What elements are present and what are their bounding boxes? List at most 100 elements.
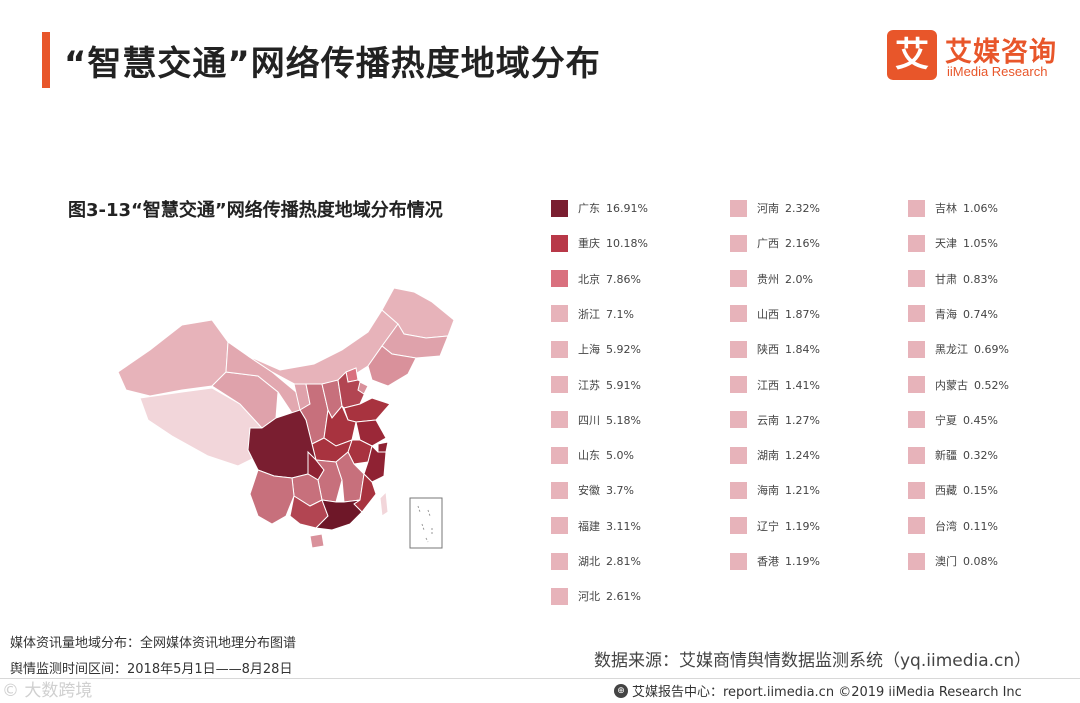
legend-label: 青海 0.74% (935, 306, 998, 322)
legend-item: 黑龙江 0.69% (908, 340, 1009, 358)
legend-label: 陕西 1.84% (757, 341, 820, 357)
legend-region-value: 0.52% (974, 378, 1009, 392)
legend-region-name: 天津 (935, 237, 957, 251)
legend-item: 陕西 1.84% (730, 340, 820, 358)
legend-region-name: 福建 (578, 519, 600, 533)
legend-item: 台湾 0.11% (908, 517, 998, 535)
legend-item: 内蒙古 0.52% (908, 376, 1009, 394)
legend-region-value: 1.19% (785, 519, 820, 533)
legend-region-name: 陕西 (757, 343, 779, 357)
legend-item: 上海 5.92% (551, 340, 641, 358)
legend-label: 重庆 10.18% (578, 235, 648, 251)
south-china-sea-islands (417, 505, 433, 543)
brand-name-cn: 艾媒咨询 (945, 37, 1057, 68)
legend-swatch (551, 446, 568, 464)
legend-item: 贵州 2.0% (730, 270, 813, 288)
legend-region-value: 5.91% (606, 378, 641, 392)
footer: ⊕ 艾媒报告中心：report.iimedia.cn ©2019 iiMedia… (614, 681, 1022, 700)
legend-item: 广东 16.91% (551, 199, 648, 217)
legend-label: 海南 1.21% (757, 482, 820, 498)
legend-swatch (908, 234, 925, 252)
legend-swatch (730, 270, 747, 288)
map-region-taiwan (379, 490, 389, 517)
map-region-yunnan (249, 469, 295, 525)
legend-swatch (730, 446, 747, 464)
legend-swatch (551, 481, 568, 499)
chart-title: 图3-13“智慧交通”网络传播热度地域分布情况 (68, 200, 443, 221)
legend-item: 西藏 0.15% (908, 481, 998, 499)
legend-label: 湖北 2.81% (578, 553, 641, 569)
legend-label: 江西 1.41% (757, 377, 820, 393)
legend-region-value: 7.86% (606, 272, 641, 286)
legend-region-name: 安徽 (578, 484, 600, 498)
legend-label: 甘肃 0.83% (935, 271, 998, 287)
brand-name-en: iiMedia Research (947, 64, 1048, 79)
footer-divider (0, 678, 1080, 679)
legend-swatch (730, 199, 747, 217)
legend-label: 江苏 5.91% (578, 377, 641, 393)
legend-region-value: 1.24% (785, 449, 820, 463)
legend-label: 贵州 2.0% (757, 271, 813, 287)
map-region-xinjiang (117, 319, 229, 397)
legend-swatch (908, 481, 925, 499)
legend-swatch (908, 517, 925, 535)
legend-region-name: 江苏 (578, 378, 600, 392)
legend-label: 湖南 1.24% (757, 447, 820, 463)
legend-swatch (551, 376, 568, 393)
legend-label: 天津 1.05% (935, 235, 998, 251)
legend-region-name: 河南 (757, 202, 779, 215)
legend-region-name: 新疆 (935, 449, 957, 463)
legend-item: 山东 5.0% (551, 446, 634, 464)
legend-item: 天津 1.05% (908, 234, 998, 252)
footnote-scope: 媒体资讯量地域分布：全网媒体资讯地理分布图谱 (10, 636, 297, 651)
legend-region-name: 宁夏 (935, 413, 957, 427)
legend-item: 河南 2.32% (730, 199, 820, 217)
legend-region-name: 上海 (578, 343, 600, 357)
legend-item: 湖南 1.24% (730, 446, 820, 464)
legend-item: 湖北 2.81% (551, 552, 641, 570)
legend-region-value: 2.32% (785, 202, 820, 215)
legend-item: 河北 2.61% (551, 587, 641, 605)
legend-region-name: 江西 (757, 378, 779, 392)
legend-label: 新疆 0.32% (935, 447, 998, 463)
legend-region-name: 重庆 (578, 237, 600, 251)
legend-swatch (551, 234, 568, 252)
legend-item: 浙江 7.1% (551, 305, 634, 323)
legend-swatch (730, 552, 747, 570)
legend-item: 海南 1.21% (730, 481, 820, 499)
legend-region-name: 湖北 (578, 555, 600, 568)
legend-region-value: 1.05% (963, 237, 998, 251)
legend-region-name: 广东 (578, 202, 600, 215)
legend-swatch (730, 481, 747, 499)
legend-region-name: 四川 (578, 413, 600, 427)
map-region-liaoning (367, 345, 417, 387)
brand-logo: 艾 艾媒咨询 iiMedia Research (887, 30, 1067, 90)
map-region-tianjin (357, 381, 369, 395)
legend-swatch (551, 199, 568, 217)
legend-label: 香港 1.19% (757, 553, 820, 569)
legend-swatch (551, 552, 568, 570)
legend-label: 西藏 0.15% (935, 482, 998, 498)
legend-label: 安徽 3.7% (578, 482, 634, 498)
legend-swatch (551, 517, 568, 535)
map-region-hainan (309, 533, 325, 549)
legend-swatch (730, 411, 747, 429)
map-region-jiangsu (355, 419, 387, 447)
page-title: “智慧交通”网络传播热度地域分布 (64, 44, 601, 84)
legend-region-value: 0.45% (963, 413, 998, 427)
legend-region-value: 2.16% (785, 237, 820, 251)
legend-region-name: 青海 (935, 307, 957, 321)
legend-label: 浙江 7.1% (578, 306, 634, 322)
legend-region-value: 16.91% (606, 202, 648, 215)
legend-label: 黑龙江 0.69% (935, 341, 1009, 357)
south-china-sea-inset (409, 497, 443, 549)
legend-region-value: 3.11% (606, 519, 641, 533)
legend-region-name: 香港 (757, 555, 779, 568)
map-region-shanghai (377, 441, 389, 453)
legend-region-name: 北京 (578, 272, 600, 286)
legend-label: 上海 5.92% (578, 341, 641, 357)
legend-region-value: 0.32% (963, 449, 998, 463)
legend-region-name: 辽宁 (757, 519, 779, 533)
legend-swatch (551, 587, 568, 605)
legend-region-value: 0.08% (963, 555, 998, 568)
